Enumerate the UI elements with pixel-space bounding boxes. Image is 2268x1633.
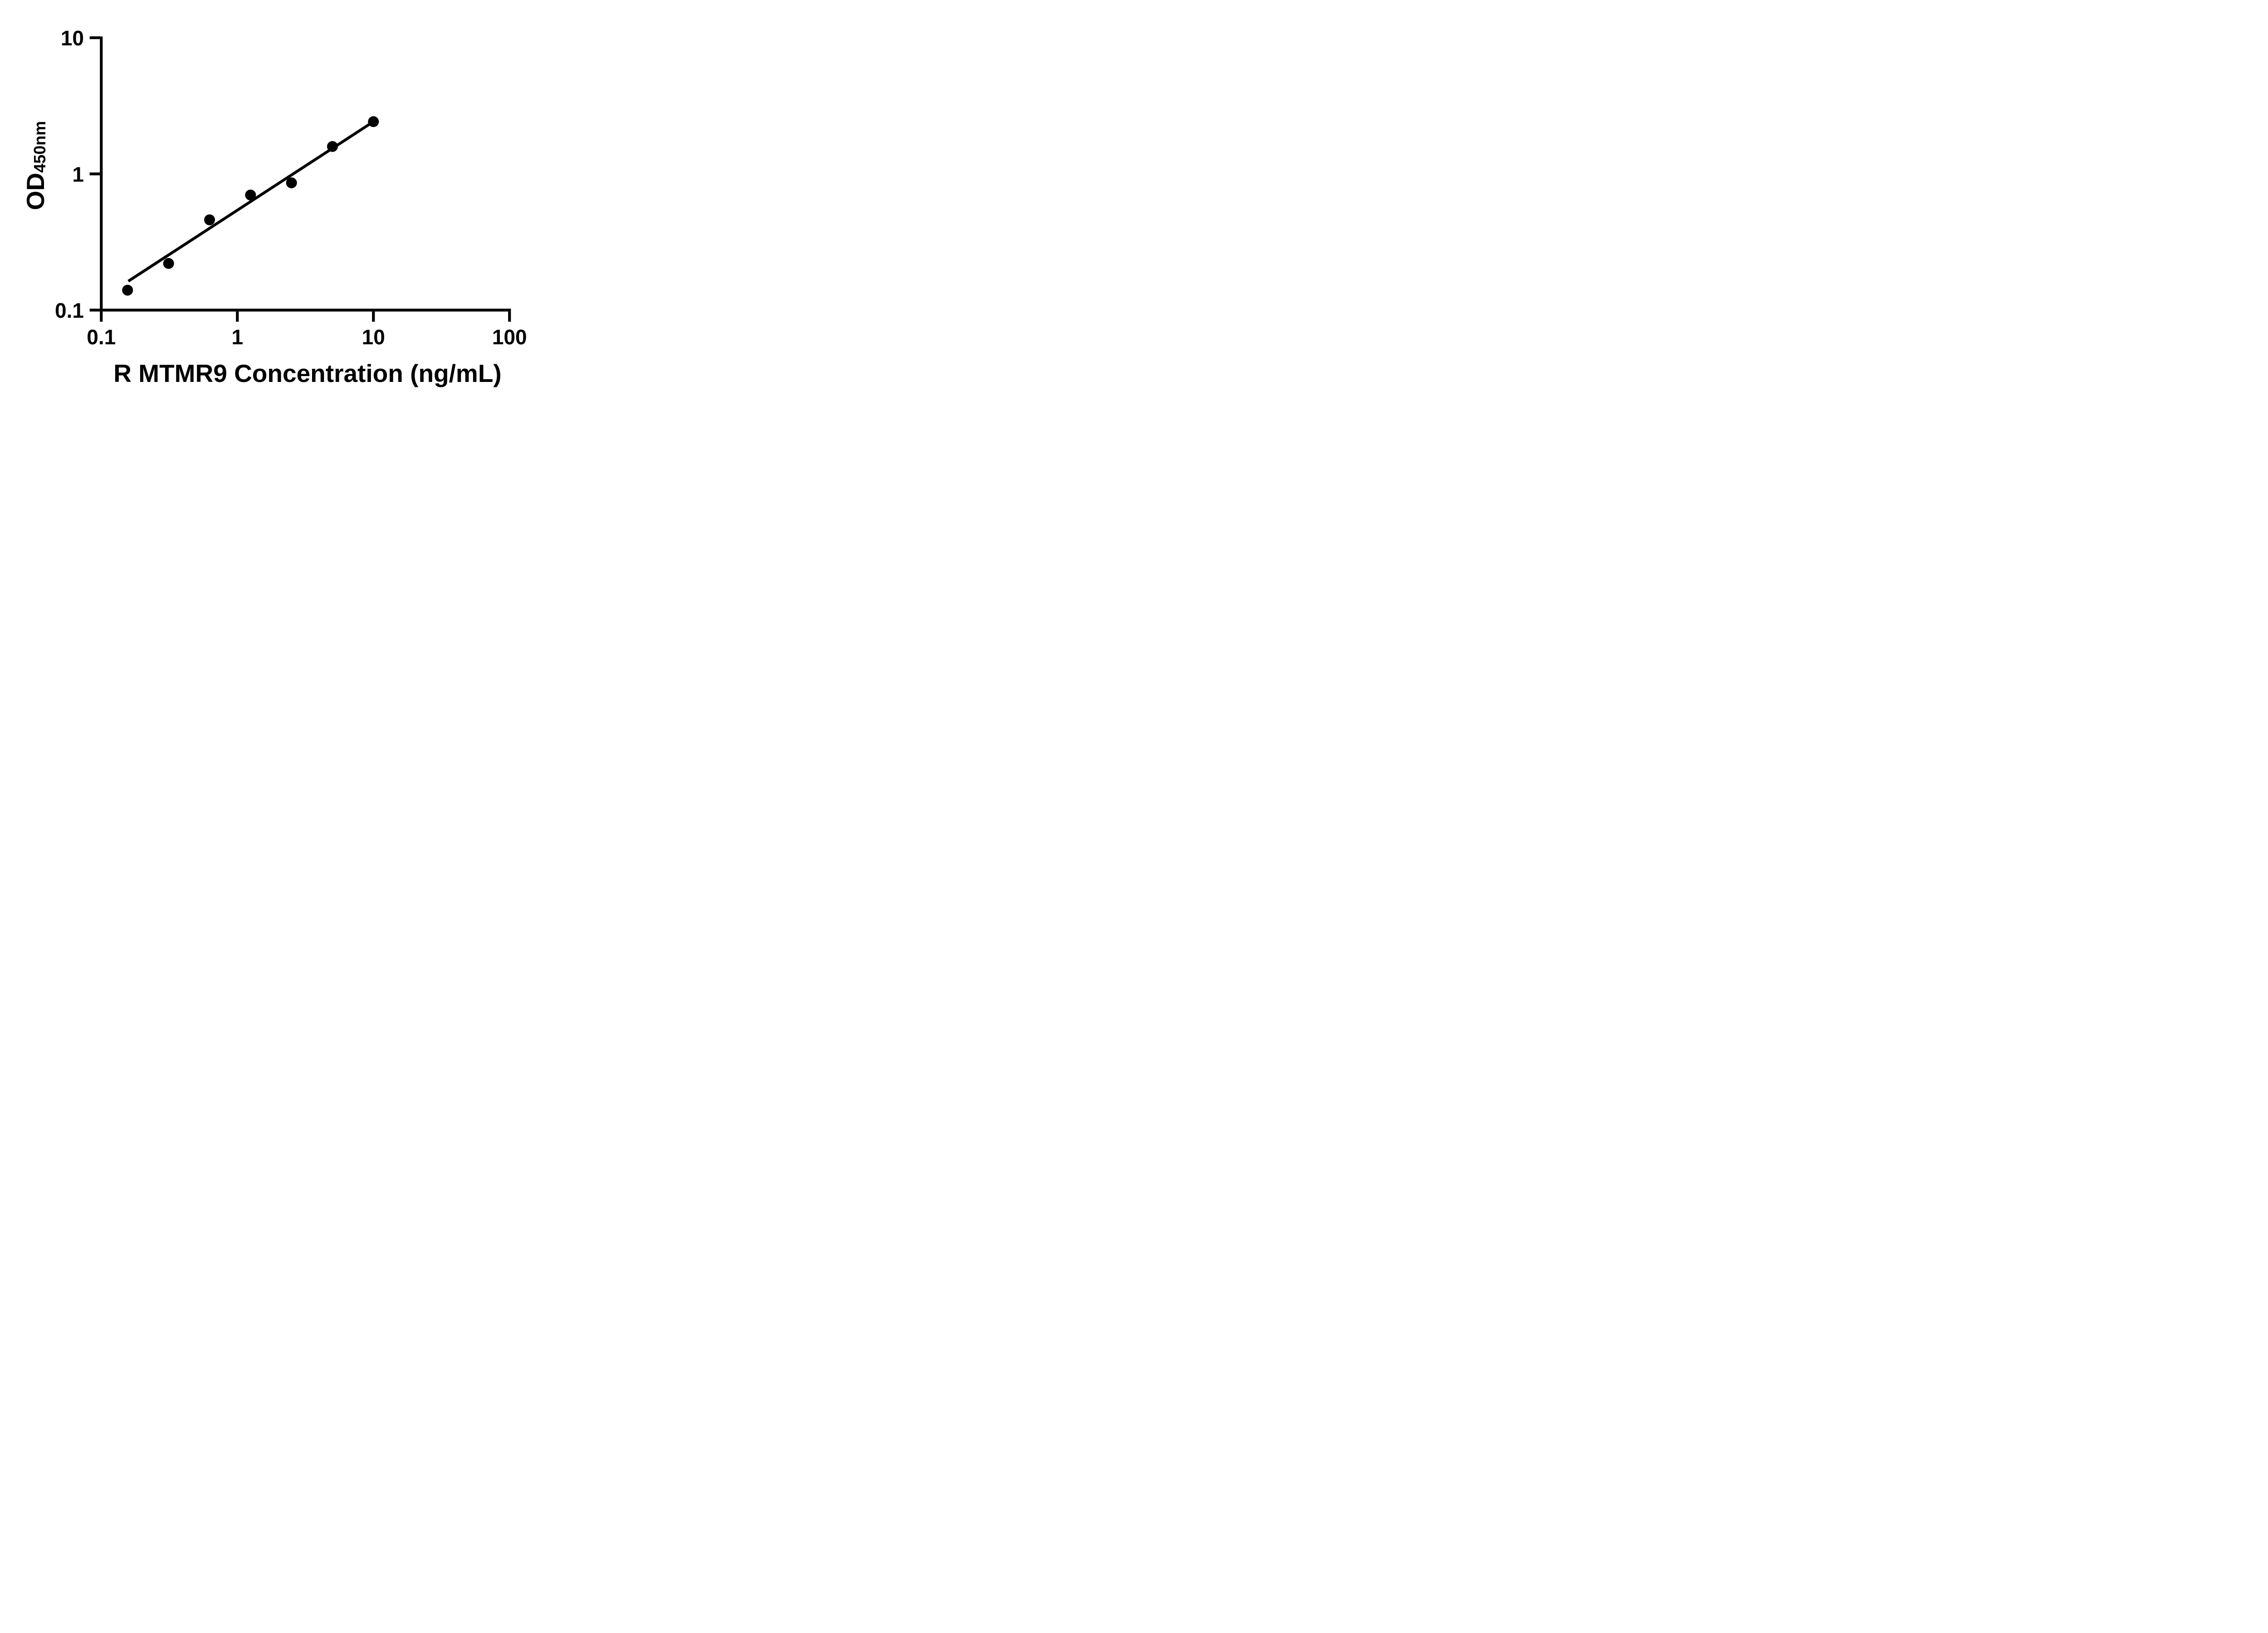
data-point xyxy=(245,189,256,200)
chart-svg: 10 1 0.10.1 1 10 100 R MTMR9 Concentration (n… xyxy=(21,26,527,387)
data-point xyxy=(122,284,133,296)
y-tick-label: 0.1 xyxy=(55,299,84,323)
data-point xyxy=(368,116,379,127)
y-tick-label: 1 xyxy=(72,162,84,186)
data-point xyxy=(204,214,215,225)
x-axis-title: R MTMR9 Concentration (ng/mL) xyxy=(113,359,501,387)
data-point xyxy=(327,141,338,152)
elisa-standard-curve-figure: 10 1 0.1 0.1 1 10 100 R MTMR9 Concentration (n… xyxy=(0,0,572,408)
x-tick-label: 10 xyxy=(362,325,385,349)
x-tick-label: 0.1 xyxy=(87,325,116,349)
x-tick-label: 1 xyxy=(231,325,243,349)
plot-layer xyxy=(122,116,379,296)
data-point xyxy=(163,258,174,269)
axes-layer: 10 1 0.10.1 1 10 100 xyxy=(55,26,527,349)
y-axis-title-main: OD xyxy=(21,173,49,210)
y-axis-title-sub: 450nm xyxy=(30,121,49,173)
y-axis-title: OD450nm xyxy=(21,121,49,210)
y-tick-label: 10 xyxy=(61,26,84,50)
x-tick-label: 100 xyxy=(492,325,527,349)
data-point xyxy=(286,177,297,189)
